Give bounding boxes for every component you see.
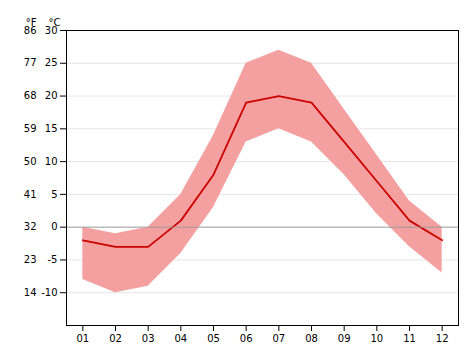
svg-text:01: 01 [76,333,89,344]
svg-text:86: 86 [23,24,37,36]
svg-text:68: 68 [24,90,37,101]
svg-text:10: 10 [370,333,383,344]
svg-text:05: 05 [207,333,220,344]
svg-text:11: 11 [403,333,416,344]
svg-text:14: 14 [24,287,37,298]
svg-text:-10: -10 [41,287,57,298]
svg-text:06: 06 [240,333,253,344]
svg-text:41: 41 [24,189,37,200]
svg-text:15: 15 [45,123,58,134]
svg-text:32: 32 [24,221,37,232]
svg-text:5: 5 [51,189,57,200]
svg-text:59: 59 [24,123,37,134]
svg-text:23: 23 [24,254,37,265]
svg-text:°C: °C [49,17,61,28]
svg-text:°F: °F [26,17,37,28]
svg-text:09: 09 [338,333,351,344]
svg-text:03: 03 [142,333,155,344]
svg-text:-5: -5 [48,254,58,265]
svg-text:10: 10 [45,156,58,167]
svg-text:50: 50 [24,156,37,167]
svg-text:08: 08 [305,333,318,344]
svg-text:30: 30 [44,24,58,36]
svg-text:20: 20 [45,90,58,101]
svg-text:25: 25 [45,57,58,68]
svg-text:04: 04 [174,333,187,344]
svg-text:0: 0 [51,221,57,232]
svg-text:12: 12 [436,333,449,344]
svg-text:07: 07 [272,333,285,344]
svg-text:77: 77 [24,57,37,68]
svg-text:02: 02 [109,333,122,344]
